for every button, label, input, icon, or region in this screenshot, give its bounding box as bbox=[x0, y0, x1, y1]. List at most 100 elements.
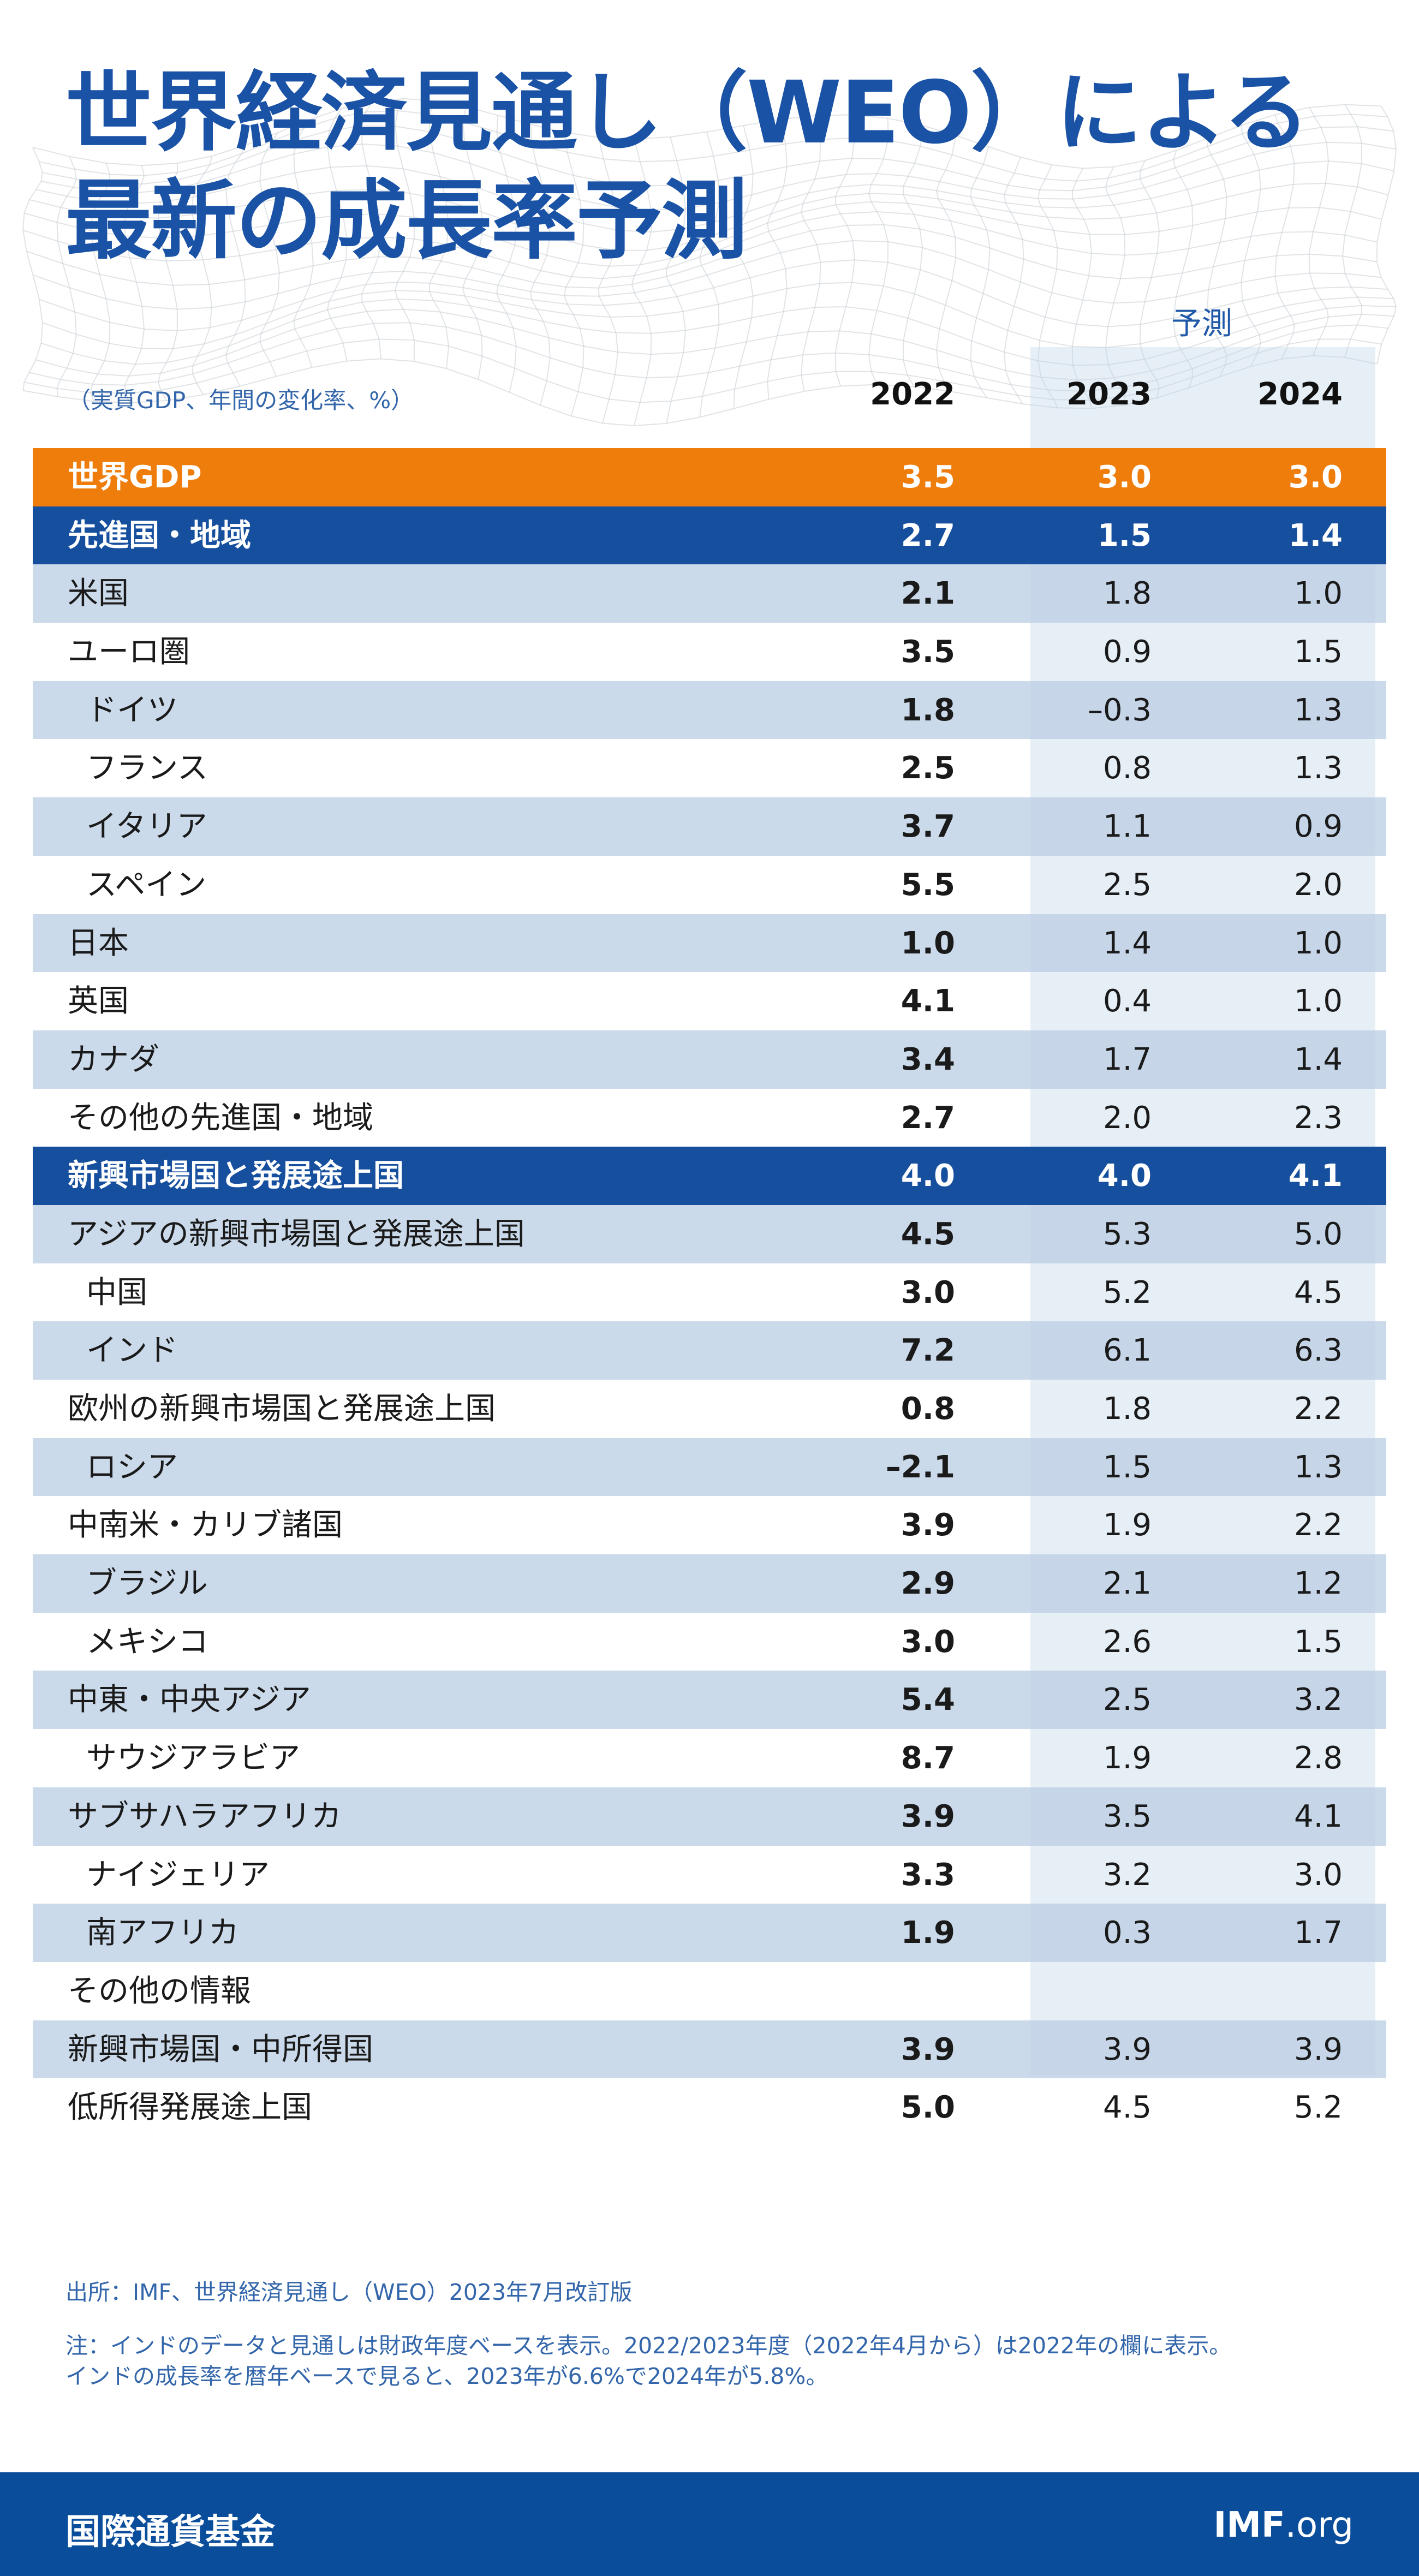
value-cell-2023: 3.9 bbox=[1102, 2031, 1152, 2067]
footer-site-link[interactable]: IMF.org bbox=[1213, 2505, 1354, 2545]
table-row: 中南米・カリブ諸国 3.9 1.9 2.2 bbox=[33, 1496, 1386, 1554]
row-label: メキシコ bbox=[86, 1624, 208, 1660]
value-cell-2024: 0.9 bbox=[1293, 809, 1343, 845]
value-cell-2022: 1.9 bbox=[901, 1915, 955, 1951]
value-cell-2023: 0.8 bbox=[1102, 750, 1152, 786]
table-row: 中東・中央アジア 5.4 2.5 3.2 bbox=[33, 1671, 1386, 1730]
unit-label: （実質GDP、年間の変化率、%） bbox=[68, 387, 414, 414]
value-cell-2023: 3.5 bbox=[1102, 1798, 1152, 1834]
value-cell-2022: 2.1 bbox=[901, 576, 955, 612]
value-cell-2024: 1.3 bbox=[1293, 750, 1343, 786]
value-cell-2023: 1.9 bbox=[1102, 1740, 1152, 1776]
value-cell-2023: 3.2 bbox=[1102, 1857, 1152, 1893]
value-cell-2024: 1.4 bbox=[1293, 1041, 1343, 1077]
value-cell-2024: 2.8 bbox=[1293, 1740, 1343, 1776]
row-label: 英国 bbox=[68, 983, 129, 1019]
table-row: その他の情報 bbox=[33, 1962, 1386, 2020]
table-row: 中国 3.0 5.2 4.5 bbox=[33, 1263, 1386, 1322]
value-cell-2024: 3.2 bbox=[1293, 1682, 1343, 1718]
table-row: ブラジル 2.9 2.1 1.2 bbox=[33, 1554, 1386, 1613]
value-cell-2024: 1.5 bbox=[1293, 634, 1343, 670]
value-cell-2024: 3.9 bbox=[1293, 2031, 1343, 2067]
value-cell-2023: 1.8 bbox=[1102, 576, 1152, 612]
row-label: ブラジル bbox=[86, 1566, 208, 1602]
row-label: 新興市場国・中所得国 bbox=[68, 2031, 373, 2067]
row-label: 南アフリカ bbox=[86, 1915, 239, 1951]
value-cell-2024: 5.0 bbox=[1293, 1216, 1343, 1252]
table-row: サウジアラビア 8.7 1.9 2.8 bbox=[33, 1729, 1386, 1787]
value-cell-2024: 1.3 bbox=[1293, 1449, 1343, 1485]
value-cell-2023: 5.3 bbox=[1102, 1216, 1152, 1252]
footnote: 注：インドのデータと見通しは財政年度ベースを表示。2022/2023年度（202… bbox=[65, 2330, 1231, 2392]
value-cell-2022: 5.4 bbox=[901, 1682, 955, 1718]
table-row: 新興市場国と発展途上国 4.0 4.0 4.1 bbox=[33, 1147, 1386, 1205]
value-cell-2024: 1.0 bbox=[1293, 576, 1343, 612]
value-cell-2023: 1.8 bbox=[1102, 1391, 1152, 1427]
title-line-2: 最新の成長率予測 bbox=[65, 171, 748, 271]
site-suffix: .org bbox=[1285, 2505, 1354, 2545]
value-cell-2024: 1.3 bbox=[1293, 692, 1343, 728]
value-cell-2023: 0.4 bbox=[1102, 983, 1152, 1019]
table-row: ナイジェリア 3.3 3.2 3.0 bbox=[33, 1846, 1386, 1904]
row-label: 中東・中央アジア bbox=[68, 1682, 311, 1718]
mesh-background bbox=[22, 98, 1397, 426]
value-cell-2022: 2.5 bbox=[901, 750, 955, 786]
table-row: ロシア –2.1 1.5 1.3 bbox=[33, 1438, 1386, 1496]
value-cell-2022: 1.0 bbox=[901, 925, 955, 961]
value-cell-2023: 4.5 bbox=[1102, 2090, 1152, 2126]
value-cell-2024: 3.0 bbox=[1288, 460, 1343, 495]
value-cell-2023: 4.0 bbox=[1097, 1158, 1152, 1194]
value-cell-2022: 0.8 bbox=[901, 1391, 955, 1427]
value-cell-2023: 1.1 bbox=[1102, 809, 1152, 845]
value-cell-2024: 1.4 bbox=[1288, 517, 1343, 553]
value-cell-2024: 4.1 bbox=[1293, 1798, 1343, 1834]
value-cell-2022: 2.7 bbox=[901, 1100, 955, 1136]
value-cell-2022: 3.9 bbox=[901, 2031, 955, 2067]
value-cell-2023: 0.3 bbox=[1102, 1915, 1152, 1951]
value-cell-2023: 1.7 bbox=[1102, 1041, 1152, 1077]
table-row: 米国 2.1 1.8 1.0 bbox=[33, 564, 1386, 623]
value-cell-2023: 6.1 bbox=[1102, 1333, 1152, 1369]
table-row: アジアの新興市場国と発展途上国 4.5 5.3 5.0 bbox=[33, 1204, 1386, 1263]
value-cell-2023: 1.5 bbox=[1097, 517, 1152, 553]
value-cell-2024: 2.2 bbox=[1293, 1507, 1343, 1543]
row-label: 世界GDP bbox=[68, 460, 202, 495]
footnote-line-2: インドの成長率を暦年ベースで見ると、2023年が6.6%で2024年が5.8%。 bbox=[65, 2363, 828, 2389]
title-line-1: 世界経済見通し（WEO）による bbox=[65, 63, 1310, 163]
value-cell-2024: 1.0 bbox=[1293, 925, 1343, 961]
value-cell-2022: 3.9 bbox=[901, 1798, 955, 1834]
column-header-2024: 2024 bbox=[1257, 377, 1343, 412]
value-cell-2022: 4.0 bbox=[901, 1158, 955, 1194]
value-cell-2022: 4.1 bbox=[901, 983, 955, 1019]
column-header-2022: 2022 bbox=[870, 377, 955, 412]
value-cell-2023: 5.2 bbox=[1102, 1274, 1152, 1310]
value-cell-2022: 3.4 bbox=[901, 1041, 955, 1077]
value-cell-2022: 5.5 bbox=[901, 867, 955, 903]
value-cell-2022: 3.0 bbox=[901, 1624, 955, 1660]
value-cell-2023: 2.1 bbox=[1102, 1566, 1152, 1602]
table-row: 欧州の新興市場国と発展途上国 0.8 1.8 2.2 bbox=[33, 1380, 1386, 1438]
value-cell-2022: 3.3 bbox=[901, 1857, 955, 1893]
row-label: スペイン bbox=[86, 867, 207, 903]
value-cell-2024: 1.7 bbox=[1293, 1915, 1343, 1951]
table-row: 日本 1.0 1.4 1.0 bbox=[33, 914, 1386, 973]
site-main: IMF bbox=[1213, 2505, 1285, 2545]
row-label: アジアの新興市場国と発展途上国 bbox=[68, 1216, 525, 1252]
value-cell-2024: 1.2 bbox=[1293, 1566, 1343, 1602]
row-label: 低所得発展途上国 bbox=[68, 2090, 312, 2126]
value-cell-2023: 2.5 bbox=[1102, 867, 1152, 903]
value-cell-2022: 3.7 bbox=[901, 809, 955, 845]
value-cell-2024: 6.3 bbox=[1293, 1333, 1343, 1369]
table-row: 新興市場国・中所得国 3.9 3.9 3.9 bbox=[33, 2020, 1386, 2079]
table-row: イタリア 3.7 1.1 0.9 bbox=[33, 797, 1386, 856]
footer-bar: 国際通貨基金 IMF.org bbox=[0, 2472, 1419, 2576]
table-row: カナダ 3.4 1.7 1.4 bbox=[33, 1030, 1386, 1089]
forecast-label: 予測 bbox=[1171, 306, 1232, 342]
value-cell-2024: 5.2 bbox=[1293, 2090, 1343, 2126]
table-row: その他の先進国・地域 2.7 2.0 2.3 bbox=[33, 1089, 1386, 1147]
row-label: ナイジェリア bbox=[86, 1857, 270, 1893]
value-cell-2023: 1.4 bbox=[1102, 925, 1152, 961]
row-label: 日本 bbox=[68, 925, 129, 961]
value-cell-2023: 1.5 bbox=[1102, 1449, 1152, 1485]
row-label: その他の情報 bbox=[68, 1973, 251, 2009]
